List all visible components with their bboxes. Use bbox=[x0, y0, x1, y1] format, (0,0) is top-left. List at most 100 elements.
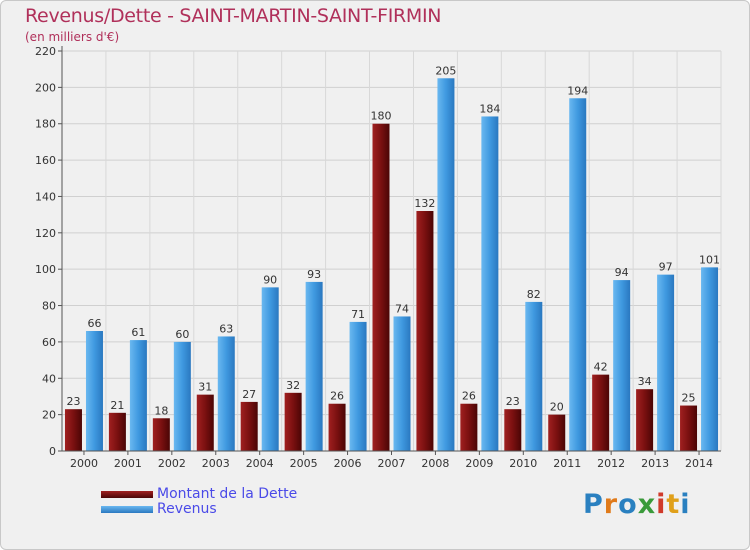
bar-revenus bbox=[305, 281, 323, 451]
data-label-revenus: 101 bbox=[699, 253, 720, 266]
x-tick-label: 2000 bbox=[70, 457, 98, 470]
bar-dette bbox=[504, 409, 522, 451]
bar-revenus bbox=[657, 274, 675, 451]
legend-label-debt: Montant de la Dette bbox=[157, 486, 298, 502]
y-tick-label: 220 bbox=[35, 45, 56, 58]
data-label-revenus: 97 bbox=[659, 261, 673, 274]
bar-revenus bbox=[349, 321, 367, 451]
data-label-dette: 27 bbox=[242, 388, 256, 401]
data-label-dette: 132 bbox=[414, 197, 435, 210]
data-label-revenus: 71 bbox=[351, 308, 365, 321]
bar-revenus bbox=[217, 336, 235, 451]
y-tick-label: 40 bbox=[42, 372, 56, 385]
logo-letter: i bbox=[680, 489, 691, 520]
bar-revenus bbox=[437, 78, 455, 451]
chart-title: Revenus/Dette - SAINT-MARTIN-SAINT-FIRMI… bbox=[25, 5, 442, 27]
proxiti-logo: Proxiti bbox=[583, 489, 691, 520]
data-label-dette: 20 bbox=[550, 401, 564, 414]
y-tick-label: 100 bbox=[35, 263, 56, 276]
bar-dette bbox=[680, 405, 698, 451]
data-label-dette: 34 bbox=[638, 375, 652, 388]
bar-revenus bbox=[569, 98, 587, 451]
bar-revenus bbox=[481, 116, 499, 452]
bar-dette bbox=[240, 401, 258, 451]
y-tick-label: 140 bbox=[35, 190, 56, 203]
y-tick-label: 180 bbox=[35, 118, 56, 131]
logo-letter: P bbox=[583, 489, 604, 520]
legend-item-revenus: Revenus bbox=[101, 502, 297, 517]
x-tick-label: 2007 bbox=[378, 457, 406, 470]
bar-dette bbox=[636, 389, 654, 451]
data-label-dette: 26 bbox=[462, 390, 476, 403]
data-label-dette: 42 bbox=[594, 361, 608, 374]
x-tick-label: 2003 bbox=[202, 457, 230, 470]
data-label-dette: 23 bbox=[506, 395, 520, 408]
legend: Montant de la Dette Revenus bbox=[101, 487, 297, 517]
data-label-revenus: 82 bbox=[527, 288, 541, 301]
logo-letter: x bbox=[637, 489, 657, 520]
logo-letter: o bbox=[618, 489, 638, 520]
x-tick-label: 2010 bbox=[509, 457, 537, 470]
data-label-revenus: 94 bbox=[615, 266, 629, 279]
legend-swatch-revenus bbox=[101, 506, 153, 513]
data-label-dette: 180 bbox=[371, 110, 392, 123]
legend-item-debt: Montant de la Dette bbox=[101, 487, 297, 502]
bar-dette bbox=[372, 123, 390, 452]
y-tick-label: 20 bbox=[42, 409, 56, 422]
bar-dette bbox=[548, 414, 566, 451]
bar-revenus bbox=[525, 301, 543, 451]
x-tick-label: 2013 bbox=[641, 457, 669, 470]
data-label-dette: 23 bbox=[66, 395, 80, 408]
data-label-dette: 25 bbox=[682, 392, 696, 405]
logo-letter: r bbox=[603, 489, 619, 520]
bar-dette bbox=[108, 412, 126, 451]
bar-dette bbox=[284, 392, 302, 451]
logo-letter: i bbox=[656, 489, 667, 520]
logo-letter: t bbox=[666, 489, 681, 520]
legend-swatch-debt bbox=[101, 491, 153, 498]
bar-dette bbox=[592, 374, 610, 451]
x-tick-label: 2005 bbox=[290, 457, 318, 470]
x-tick-label: 2012 bbox=[597, 457, 625, 470]
x-tick-label: 2004 bbox=[246, 457, 274, 470]
bar-revenus bbox=[613, 280, 631, 451]
bar-revenus bbox=[173, 341, 191, 451]
bar-revenus bbox=[393, 316, 411, 451]
data-label-dette: 32 bbox=[286, 379, 300, 392]
x-tick-label: 2008 bbox=[421, 457, 449, 470]
x-tick-label: 2002 bbox=[158, 457, 186, 470]
y-tick-label: 80 bbox=[42, 300, 56, 313]
bar-revenus bbox=[261, 287, 279, 451]
data-label-revenus: 90 bbox=[263, 273, 277, 286]
x-tick-label: 2014 bbox=[685, 457, 713, 470]
data-label-revenus: 205 bbox=[435, 64, 456, 77]
y-tick-label: 120 bbox=[35, 227, 56, 240]
data-label-revenus: 63 bbox=[219, 322, 233, 335]
data-label-dette: 21 bbox=[110, 399, 124, 412]
bar-dette bbox=[152, 418, 170, 451]
data-label-revenus: 74 bbox=[395, 302, 409, 315]
plot-area bbox=[62, 51, 721, 451]
bar-revenus bbox=[129, 340, 147, 451]
chart-subtitle: (en milliers d'€) bbox=[25, 30, 120, 44]
data-label-revenus: 194 bbox=[567, 84, 588, 97]
bar-revenus bbox=[85, 331, 103, 451]
x-tick-label: 2001 bbox=[114, 457, 142, 470]
bar-dette bbox=[460, 403, 478, 451]
data-label-revenus: 61 bbox=[131, 326, 145, 339]
bar-dette bbox=[196, 394, 214, 451]
y-tick-label: 200 bbox=[35, 81, 56, 94]
y-tick-label: 60 bbox=[42, 336, 56, 349]
x-tick-label: 2011 bbox=[553, 457, 581, 470]
bar-dette bbox=[416, 211, 434, 451]
bar-dette bbox=[64, 409, 82, 451]
data-label-dette: 31 bbox=[198, 381, 212, 394]
data-label-revenus: 66 bbox=[87, 317, 101, 330]
y-tick-label: 0 bbox=[49, 445, 56, 458]
y-tick-label: 160 bbox=[35, 154, 56, 167]
data-label-revenus: 93 bbox=[307, 268, 321, 281]
data-label-revenus: 184 bbox=[479, 102, 500, 115]
bar-dette bbox=[328, 403, 346, 451]
